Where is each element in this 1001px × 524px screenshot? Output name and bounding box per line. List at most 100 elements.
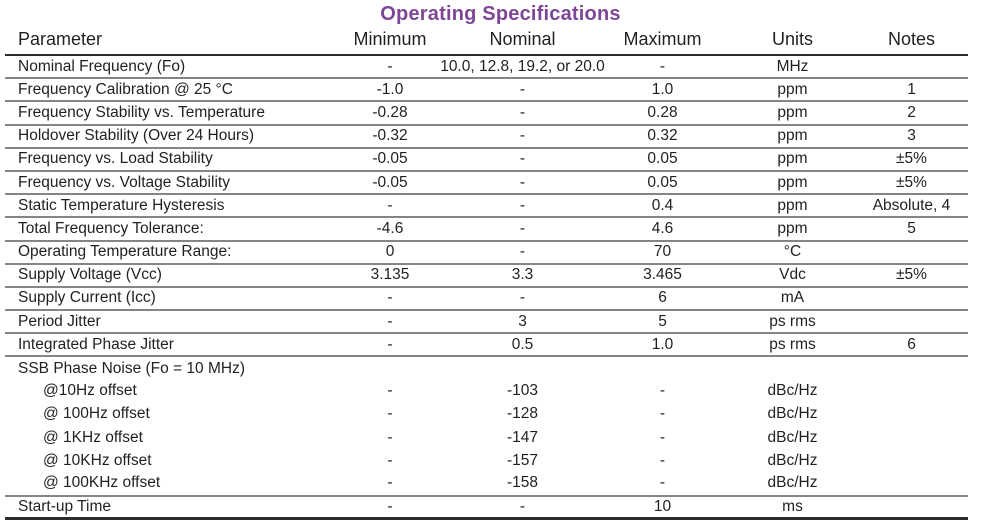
parameter-cell: Period Jitter: [5, 310, 330, 335]
units-cell: ms: [782, 497, 803, 515]
units-cell: dBc/Hz: [730, 472, 855, 497]
maximum-cell: 1.0: [595, 333, 730, 358]
maximum-cell: 0.32: [595, 124, 730, 149]
maximum-cell: 70: [595, 240, 730, 265]
units-cell: ppm: [730, 78, 855, 103]
units-cell: ppm: [730, 170, 855, 196]
maximum-cell: 5: [595, 310, 730, 335]
table-row: Frequency Calibration @ 25 °C -1.0-1.0 ppm…: [5, 78, 968, 103]
maximum-cell: 0.05: [595, 147, 730, 172]
table-row: SSB Phase Noise (Fo = 10 MHz): [5, 356, 968, 379]
units-cell: [730, 356, 855, 379]
table-row: Nominal Frequency (Fo) -10.0, 12.8, 19.2,…: [5, 55, 968, 80]
nominal-cell: [450, 356, 595, 379]
notes-cell: [855, 286, 968, 312]
minimum-cell: -1.0: [330, 78, 450, 103]
nominal-cell: -: [450, 194, 595, 219]
minimum-cell: 0: [330, 240, 450, 265]
maximum-cell: [595, 356, 730, 379]
units-cell: ps rms: [730, 310, 855, 335]
units-cell: ppm: [730, 194, 855, 219]
units-cell: ps rms: [730, 333, 855, 358]
table-row: Holdover Stability (Over 24 Hours) -0.32-…: [5, 124, 968, 149]
maximum-cell: 0.28: [595, 101, 730, 126]
cell-value: 10.0, 12.8, 19.2, or 20.0: [440, 57, 605, 75]
notes-cell: 6: [855, 333, 968, 358]
nominal-cell: -: [450, 217, 595, 242]
minimum-cell: -: [387, 405, 393, 423]
units-cell: ppm: [730, 147, 855, 172]
nominal-cell: 3: [450, 310, 595, 335]
minimum-cell: -: [387, 497, 393, 515]
table-row: Frequency Stability vs. Temperature -0.28…: [5, 101, 968, 126]
table-row: @10Hz offset - -103 - dBc/Hz: [5, 380, 968, 403]
nominal-cell: -: [450, 124, 595, 149]
notes-cell: ±5%: [855, 147, 968, 172]
minimum-cell: [330, 356, 450, 379]
maximum-cell: -: [595, 55, 730, 80]
parameter-cell: Frequency Stability vs. Temperature: [5, 101, 330, 126]
table-row: Start-up Time - - 10 ms: [5, 496, 968, 519]
nominal-cell: -: [450, 147, 595, 172]
column-header-maximum: Maximum: [595, 28, 730, 56]
minimum-cell: -: [330, 472, 450, 497]
minimum-cell: -4.6: [330, 217, 450, 242]
nominal-cell: -: [450, 240, 595, 265]
minimum-cell: -0.28: [330, 101, 450, 126]
notes-cell: [855, 55, 968, 80]
column-header-minimum: Minimum: [330, 28, 450, 56]
table-row: @ 1KHz offset - -147 - dBc/Hz: [5, 426, 968, 449]
parameter-cell: Frequency vs. Voltage Stability: [5, 170, 330, 196]
units-cell: ppm: [730, 124, 855, 149]
nominal-cell: 0.5: [450, 333, 595, 358]
column-header-nominal: Nominal: [450, 28, 595, 56]
parameter-cell: @ 100Hz offset: [43, 405, 150, 423]
nominal-cell: -: [450, 170, 595, 196]
nominal-cell: -157: [506, 451, 539, 469]
notes-cell: [855, 240, 968, 265]
table-row: Total Frequency Tolerance: -4.6-4.6 ppm 5: [5, 217, 968, 242]
maximum-cell: 10: [653, 497, 672, 515]
nominal-cell: -158: [450, 472, 595, 497]
units-cell: ppm: [730, 217, 855, 242]
notes-cell: [855, 310, 968, 335]
nominal-cell: -103: [506, 382, 539, 400]
maximum-cell: -: [659, 405, 666, 423]
maximum-cell: 4.6: [595, 217, 730, 242]
maximum-cell: -: [659, 451, 666, 469]
notes-cell: [855, 380, 968, 403]
units-cell: Vdc: [730, 263, 855, 288]
maximum-cell: 1.0: [595, 78, 730, 103]
column-header-notes: Notes: [855, 28, 968, 56]
nominal-cell: -147: [506, 428, 539, 446]
minimum-cell: -0.05: [330, 147, 450, 172]
nominal-cell: -: [450, 286, 595, 312]
units-cell: dBc/Hz: [767, 405, 818, 423]
notes-cell: 5: [855, 217, 968, 242]
nominal-cell: -: [519, 497, 526, 515]
nominal-cell: -: [450, 101, 595, 126]
notes-cell: Absolute, 4: [855, 194, 968, 219]
minimum-cell: -: [387, 382, 393, 400]
maximum-cell: 6: [595, 286, 730, 312]
units-cell: °C: [730, 240, 855, 265]
notes-cell: [855, 403, 968, 426]
specifications-table: Parameter Minimum Nominal Maximum Units …: [5, 28, 968, 521]
parameter-cell: @10Hz offset: [43, 382, 137, 400]
minimum-cell: -: [330, 194, 450, 219]
parameter-cell: Frequency vs. Load Stability: [5, 147, 330, 172]
units-cell: ppm: [730, 101, 855, 126]
table-row: Supply Current (Icc) - -6 mA: [5, 286, 968, 312]
units-cell: dBc/Hz: [767, 382, 818, 400]
minimum-cell: -: [330, 333, 450, 358]
table-header-row: Parameter Minimum Nominal Maximum Units …: [5, 28, 968, 56]
notes-cell: [855, 496, 968, 519]
notes-cell: 3: [855, 124, 968, 149]
minimum-cell: -0.32: [330, 124, 450, 149]
table-row: Period Jitter -3 5 ps rms: [5, 310, 968, 335]
notes-cell: [855, 426, 968, 449]
table-row: Supply Voltage (Vcc) 3.135 3.3 3.465 Vdc ±5%: [5, 263, 968, 288]
maximum-cell: -: [595, 472, 730, 497]
nominal-cell: 10.0, 12.8, 19.2, or 20.0: [440, 55, 605, 80]
maximum-cell: -: [659, 382, 666, 400]
